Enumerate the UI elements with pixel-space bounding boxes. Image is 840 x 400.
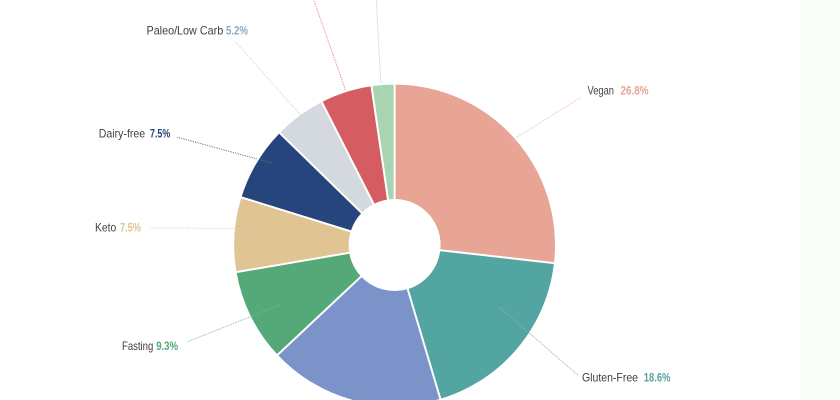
svg-text:Gluten-Free: Gluten-Free — [582, 371, 638, 385]
svg-text:7.5%: 7.5% — [150, 126, 170, 140]
svg-text:Fasting: Fasting — [122, 339, 153, 353]
svg-text:Vegan: Vegan — [588, 84, 615, 98]
svg-text:9.3%: 9.3% — [156, 339, 178, 353]
svg-text:Keto: Keto — [95, 221, 116, 235]
svg-text:18.6%: 18.6% — [644, 371, 671, 385]
svg-text:26.8%: 26.8% — [621, 84, 649, 98]
svg-text:Paleo/Low Carb: Paleo/Low Carb — [147, 24, 224, 38]
svg-text:5.2%: 5.2% — [226, 24, 248, 38]
svg-text:7.5%: 7.5% — [120, 221, 141, 235]
svg-text:Dairy-free: Dairy-free — [99, 126, 146, 140]
